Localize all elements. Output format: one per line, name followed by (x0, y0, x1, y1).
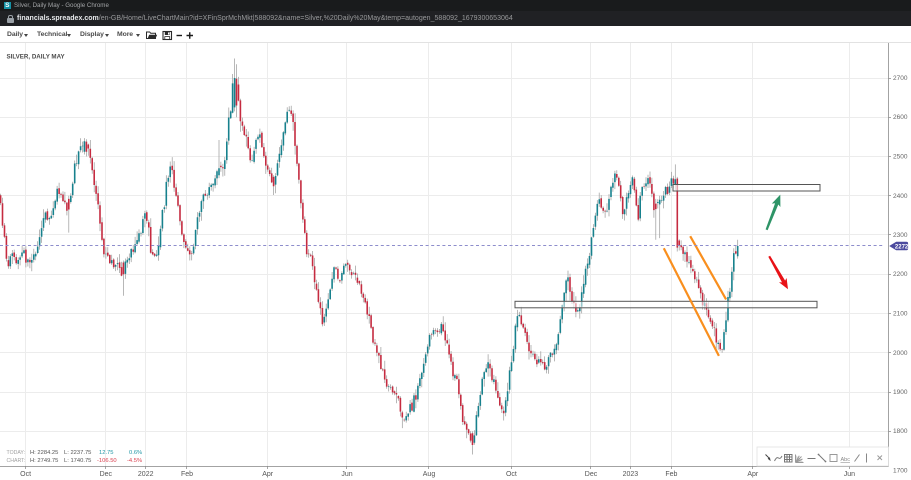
svg-text:Oct: Oct (506, 471, 517, 478)
svg-text:Abc: Abc (841, 457, 851, 463)
svg-text:1700: 1700 (893, 468, 908, 475)
svg-text:-106.50: -106.50 (97, 458, 117, 464)
svg-text:Oct: Oct (20, 471, 31, 478)
svg-text:2700: 2700 (893, 75, 908, 82)
svg-text:Jun: Jun (341, 471, 352, 478)
svg-text:H: 2284.25: H: 2284.25 (30, 450, 58, 456)
svg-text:12.75: 12.75 (99, 450, 114, 456)
svg-text:2200: 2200 (893, 271, 908, 278)
svg-text:SILVER, DAILY MAY: SILVER, DAILY MAY (7, 54, 66, 61)
svg-text:H: 2749.75: H: 2749.75 (30, 458, 58, 464)
svg-text:1800: 1800 (893, 428, 908, 435)
svg-text:2272: 2272 (895, 244, 909, 250)
svg-text:Dec: Dec (100, 471, 113, 478)
svg-text:Apr: Apr (262, 471, 274, 478)
svg-text:CHART:: CHART: (7, 458, 26, 464)
svg-text:TODAY:: TODAY: (7, 450, 26, 456)
svg-text:2300: 2300 (893, 232, 908, 239)
svg-text:Dec: Dec (585, 471, 598, 478)
svg-text:-4.5%: -4.5% (127, 458, 142, 464)
svg-text:Feb: Feb (665, 471, 677, 478)
svg-text:L: 2237.75: L: 2237.75 (64, 450, 91, 456)
svg-text:0.6%: 0.6% (129, 450, 142, 456)
svg-text:Jun: Jun (844, 471, 855, 478)
svg-text:2600: 2600 (893, 114, 908, 121)
svg-text:Aug: Aug (423, 471, 436, 478)
svg-text:1900: 1900 (893, 389, 908, 396)
svg-text:2023: 2023 (623, 471, 639, 478)
svg-text:L: 1740.75: L: 1740.75 (64, 458, 91, 464)
svg-text:Feb: Feb (181, 471, 193, 478)
svg-text:2022: 2022 (138, 471, 154, 478)
svg-text:2400: 2400 (893, 193, 908, 200)
svg-text:2500: 2500 (893, 154, 908, 161)
svg-text:2000: 2000 (893, 350, 908, 357)
svg-text:2100: 2100 (893, 311, 908, 318)
svg-text:Apr: Apr (747, 471, 759, 478)
